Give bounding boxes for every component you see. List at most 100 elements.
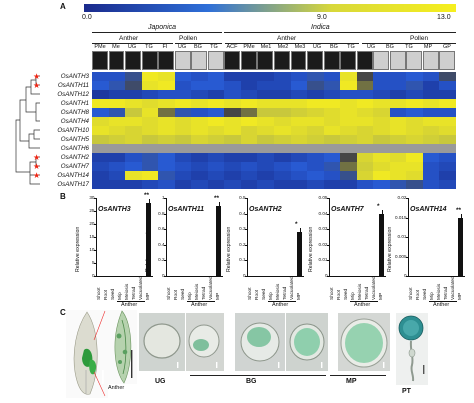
heatmap-cell: [290, 99, 308, 108]
gene-row-label: ★ OsANTH14: [33, 171, 89, 180]
stage-thumbnail: [356, 51, 373, 70]
stage-thumbnail: [340, 51, 357, 70]
x-category-label: Vacuolated: [451, 276, 457, 300]
stage-thumbnail: [373, 51, 390, 70]
heatmap-cell: [240, 108, 258, 117]
heatmap-cell: [240, 90, 258, 99]
heatmap-cell: [340, 153, 358, 162]
bar-chart: Relative expression 0 0.1 0.2 0.3 0.4 0.5 OsANT…: [226, 190, 307, 310]
heatmap-cell: [125, 144, 142, 153]
x-category-label: Tetrad: [202, 286, 208, 300]
bar-chart: Relative expression 0 0.005 0.01 0.015 0.02 Os…: [387, 190, 468, 310]
heatmap-cell: [290, 81, 308, 90]
x-category-label: Meiosis: [195, 283, 201, 300]
heatmap-cell: [240, 99, 258, 108]
heatmap-cell: [125, 108, 142, 117]
heatmap-cell: [158, 72, 176, 81]
heatmap-cell: [257, 72, 275, 81]
x-category-label: Meiosis: [276, 283, 282, 300]
heatmap-cell: [158, 90, 176, 99]
heatmap-cell: [406, 135, 424, 144]
heatmap-cell: [373, 153, 391, 162]
heatmap-cell: [290, 117, 308, 126]
heatmap: [92, 72, 457, 189]
x-category-label: Shoot: [248, 287, 254, 300]
y-tick-label: 0.6: [158, 226, 165, 232]
stage-thumbnails: [92, 51, 456, 70]
chart-title: OsANTH2: [249, 206, 282, 213]
stage-thumbnail: [389, 51, 406, 70]
chart-title: OsANTH11: [168, 206, 205, 213]
heatmap-cell: [356, 81, 374, 90]
error-bar: [299, 228, 301, 233]
heatmap-cell: [207, 171, 225, 180]
heatmap-cell: [141, 135, 159, 144]
heatmap-cell: [406, 180, 424, 189]
bar: [458, 217, 463, 276]
color-scale-bar: [84, 4, 456, 12]
heatmap-cell: [356, 153, 374, 162]
x-category-label: Vacuolated: [139, 276, 145, 300]
col-label-jap-me: Me: [112, 44, 120, 50]
heatmap-cell: [92, 90, 109, 99]
heatmap-cell: [92, 162, 109, 171]
heatmap-cell: [422, 153, 440, 162]
y-tick-label: 0: [91, 273, 95, 278]
heatmap-cell: [406, 162, 424, 171]
heatmap-cell: [373, 171, 391, 180]
stage-thumbnail: [257, 51, 274, 70]
heatmap-cell: [274, 117, 291, 126]
chart-title: OsANTH7: [331, 206, 364, 213]
x-category-label: MP: [216, 292, 222, 300]
chart-axes: [408, 198, 465, 277]
x-category-label: Tetrad: [365, 286, 371, 300]
anther-group-label: Anther: [272, 302, 289, 308]
heatmap-cell: [191, 99, 209, 108]
heatmap-cell: [125, 162, 142, 171]
y-tick: [245, 276, 247, 277]
y-tick-label: 0: [242, 273, 246, 278]
panel-a-letter: A: [60, 2, 66, 11]
heatmap-cell: [257, 180, 275, 189]
pollen-tube-micrograph: [396, 313, 428, 385]
heatmap-cell: [224, 162, 242, 171]
y-tick-label: 15: [89, 234, 95, 239]
heatmap-cell: [356, 72, 374, 81]
y-tick: [245, 229, 247, 231]
heatmap-cell: [389, 90, 407, 99]
heatmap-cell: [389, 153, 407, 162]
heatmap-cell: [257, 162, 275, 171]
heatmap-cell: [406, 72, 424, 81]
heatmap-cell: [158, 171, 176, 180]
heatmap-cell: [439, 180, 457, 189]
indica-line: [224, 32, 456, 33]
japonica-anther-line: [92, 43, 173, 44]
heatmap-cell: [356, 90, 374, 99]
y-tick: [245, 260, 247, 262]
heatmap-cell: [340, 162, 358, 171]
heatmap-cell: [373, 72, 391, 81]
y-tick: [245, 198, 247, 199]
label-ug: UG: [155, 378, 166, 385]
y-tick-label: 0.015: [395, 214, 407, 220]
heatmap-cell: [92, 117, 109, 126]
x-category-label: Shoot: [167, 287, 173, 300]
anther-bracket: [117, 301, 145, 302]
scale-min-label: 0.0: [82, 14, 92, 21]
heatmap-cell: [125, 153, 142, 162]
y-tick-label: 0.05: [318, 195, 328, 200]
heatmap-cell: [240, 135, 258, 144]
gene-row-label: OsANTH12: [36, 90, 89, 99]
chart-axes: [329, 198, 386, 277]
star-icon: ★: [33, 81, 41, 90]
stage-thumbnail: [92, 51, 108, 70]
heatmap-cell: [356, 126, 374, 135]
heatmap-cell: [240, 81, 258, 90]
heatmap-cell: [406, 117, 424, 126]
x-category-label: Meiosis: [125, 283, 131, 300]
bar: [379, 213, 384, 276]
y-tick: [164, 213, 166, 215]
y-tick: [327, 213, 329, 215]
heatmap-cell: [422, 72, 440, 81]
gene-label: OsANTH2: [60, 154, 89, 161]
